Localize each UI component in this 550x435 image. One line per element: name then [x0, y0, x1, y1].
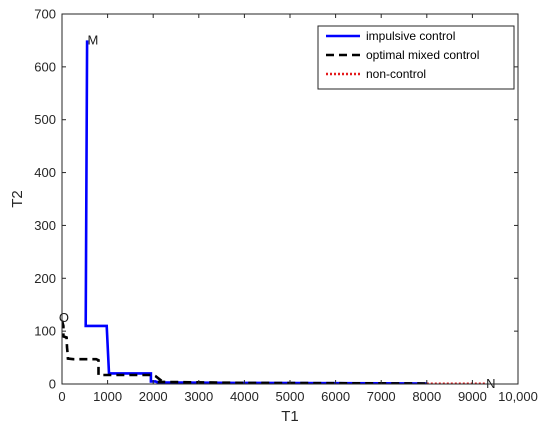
- x-tick-label: 2000: [139, 389, 168, 404]
- legend: impulsive control optimal mixed control no…: [317, 25, 515, 90]
- x-tick-label: 7000: [367, 389, 396, 404]
- y-tick-label: 0: [49, 377, 56, 392]
- legend-label: impulsive control: [366, 29, 455, 43]
- x-tick-label: 5000: [276, 389, 305, 404]
- y-tick-label: 200: [34, 271, 56, 286]
- x-axis-label: T1: [281, 408, 299, 425]
- x-tick-label: 3000: [184, 389, 213, 404]
- x-tick-label: 0: [58, 389, 65, 404]
- x-tick-label: 9000: [458, 389, 487, 404]
- y-tick-label: 400: [34, 165, 56, 180]
- y-tick-label: 700: [34, 7, 56, 22]
- y-axis-label: T2: [9, 190, 26, 208]
- legend-label: optimal mixed control: [366, 48, 479, 62]
- x-tick-label: 6000: [321, 389, 350, 404]
- axes: 0 1000 2000 3000 4000 5000 6000 7000 8000 9000 10,…: [9, 7, 538, 426]
- x-tick-label: 4000: [230, 389, 259, 404]
- x-tick-label: 10,000: [498, 389, 538, 404]
- y-tick-label: 600: [34, 59, 56, 74]
- legend-label: non-control: [366, 67, 426, 81]
- y-tick-label: 300: [34, 218, 56, 233]
- y-tick-label: 500: [34, 112, 56, 127]
- point-annotation-O: O: [59, 310, 69, 325]
- point-annotation-M: M: [88, 32, 99, 47]
- x-tick-label: 8000: [412, 389, 441, 404]
- series-line-optimal-mixed-control: [62, 320, 427, 384]
- x-tick-label: 1000: [93, 389, 122, 404]
- y-tick-label: 100: [34, 324, 56, 339]
